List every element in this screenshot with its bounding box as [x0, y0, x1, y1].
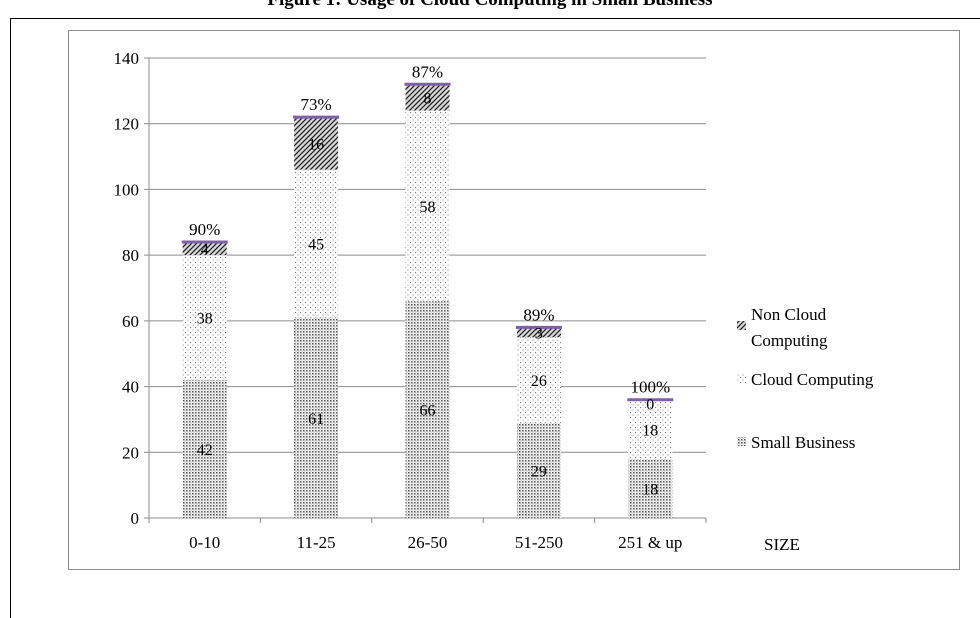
bar-segment: [405, 301, 450, 518]
x-tick-label: 251 & up: [618, 533, 682, 552]
legend-label: Non Cloud Computing: [751, 305, 828, 350]
percent-label: 90%: [189, 220, 220, 239]
bar-segment: [628, 399, 673, 459]
x-axis-label: SIZE: [764, 535, 800, 554]
bar-segment: [628, 458, 673, 518]
chart-area: 0 20 40 60 80 100 120 140 0-10 11-25 26-50 51-250 25…: [68, 30, 960, 570]
data-label: 18: [642, 481, 658, 498]
data-label: 0: [646, 397, 654, 414]
bar-segment: [294, 317, 339, 518]
y-tick-label: 40: [122, 378, 139, 397]
bars: [181, 82, 674, 518]
legend-swatch: [737, 374, 746, 383]
y-tick-label: 20: [122, 443, 139, 462]
x-tick-label: 0-10: [189, 533, 220, 552]
bar-segment: [405, 84, 450, 111]
figure-frame-top: [10, 18, 980, 19]
data-label: 29: [531, 463, 547, 480]
y-tick-label: 80: [122, 246, 139, 265]
data-label: 66: [420, 403, 436, 420]
x-tick-label: 51-250: [515, 533, 563, 552]
y-tick-label: 0: [131, 509, 140, 528]
data-label: 16: [308, 136, 324, 153]
data-label: 18: [642, 422, 658, 439]
percent-label: 87%: [412, 62, 443, 81]
data-label: 26: [531, 373, 547, 390]
x-tick-label: 11-25: [297, 533, 336, 552]
percent-label: 73%: [301, 95, 332, 114]
bar-segment: [182, 242, 227, 256]
data-label: 38: [197, 311, 213, 328]
y-tick-label: 100: [114, 180, 140, 199]
figure-title: Figure 1: Usage of Cloud Computing in Sm…: [0, 0, 980, 12]
data-label: 58: [420, 199, 436, 216]
y-tick-label: 140: [114, 49, 140, 68]
percent-label: 89%: [523, 305, 554, 324]
legend-swatch: [737, 437, 746, 446]
data-label: 3: [535, 325, 543, 342]
legend-swatch: [737, 321, 746, 330]
bar-segment: [516, 327, 561, 338]
data-label: 4: [201, 242, 209, 259]
percent-label: 100%: [630, 378, 670, 397]
figure-frame-left: [10, 18, 11, 618]
data-label: 8: [424, 90, 432, 107]
y-tick-label: 60: [122, 312, 139, 331]
y-tick-label: 120: [114, 115, 140, 134]
bar-segment: [182, 255, 227, 380]
data-labels: 42 38 4 90% 61 45 16 73% 66 58 8 87% 29 26 389% 18 18 010…: [189, 62, 670, 498]
bar-segment: [182, 380, 227, 518]
legend-label: Small Business: [751, 433, 855, 452]
legend-label: Cloud Computing: [751, 370, 874, 389]
data-label: 42: [197, 442, 213, 459]
legend: Non Cloud Computing Cloud Computing Small B…: [737, 305, 874, 452]
bar-segment: [294, 169, 339, 318]
bar-segment: [294, 117, 339, 170]
bar-segment: [516, 337, 561, 423]
bar-segment: [516, 422, 561, 518]
bar-segment: [405, 110, 450, 302]
x-tick-label: 26-50: [408, 533, 448, 552]
data-label: 61: [308, 411, 324, 428]
data-label: 45: [308, 237, 324, 254]
